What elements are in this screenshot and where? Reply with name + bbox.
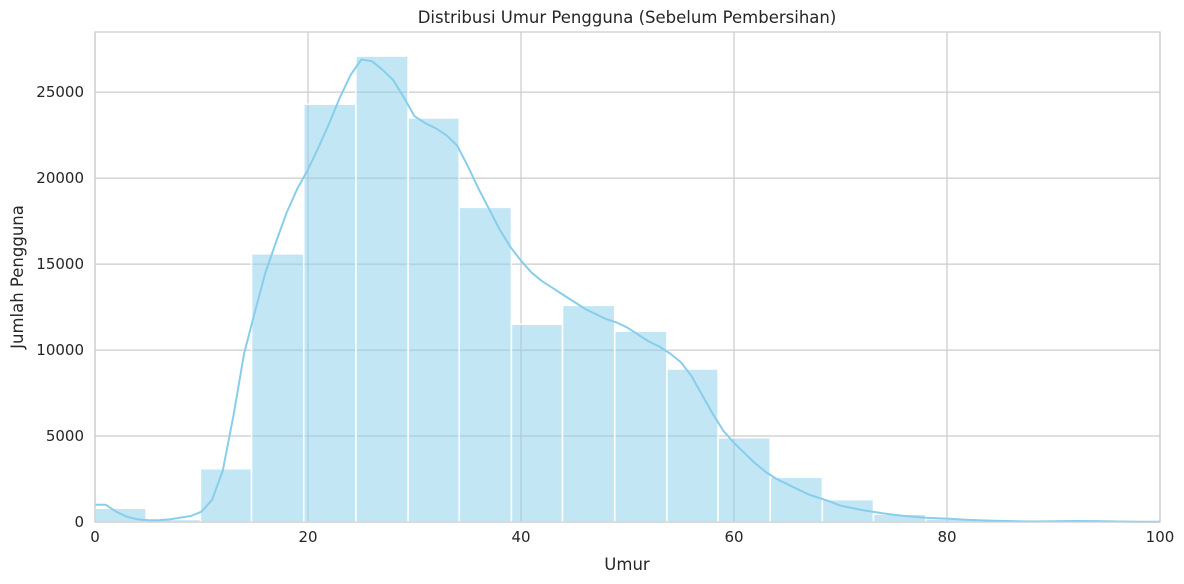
histogram-bar	[613, 330, 668, 523]
histogram-bar	[199, 467, 253, 523]
x-tick-label: 20	[298, 528, 317, 546]
histogram-bar	[666, 368, 719, 523]
y-tick-label: 20000	[36, 169, 84, 187]
y-tick-labels: 0 5000 10000 15000 20000 25000	[36, 83, 84, 531]
histogram-bar	[561, 304, 616, 523]
histogram-bar	[717, 437, 771, 523]
histogram-bar	[510, 323, 564, 523]
plot-frame	[94, 31, 1161, 523]
y-tick-label: 0	[74, 513, 84, 531]
x-axis-title: Umur	[604, 555, 650, 574]
x-tick-label: 100	[1146, 528, 1175, 546]
kde-line	[95, 58, 1161, 523]
histogram-bar	[355, 55, 409, 523]
x-tick-label: 0	[90, 528, 100, 546]
x-tick-label: 40	[511, 528, 530, 546]
y-tick-label: 10000	[36, 341, 84, 359]
y-axis-title: Jumlah Pengguna	[8, 205, 27, 350]
y-tick-label: 5000	[46, 427, 84, 445]
y-tick-label: 25000	[36, 83, 84, 101]
histogram-bar	[458, 206, 513, 523]
x-tick-labels: 0 20 40 60 80 100	[90, 528, 1174, 546]
histogram-bar	[407, 117, 460, 523]
histogram-bar	[302, 103, 357, 523]
chart-title: Distribusi Umur Pengguna (Sebelum Pember…	[418, 8, 837, 27]
histogram-bar	[769, 476, 824, 523]
x-tick-label: 60	[724, 528, 743, 546]
kde-curve	[95, 58, 1161, 523]
histogram-bar	[250, 253, 305, 523]
x-tick-label: 80	[937, 528, 956, 546]
histogram-bars	[94, 55, 1161, 523]
y-tick-label: 15000	[36, 255, 84, 273]
